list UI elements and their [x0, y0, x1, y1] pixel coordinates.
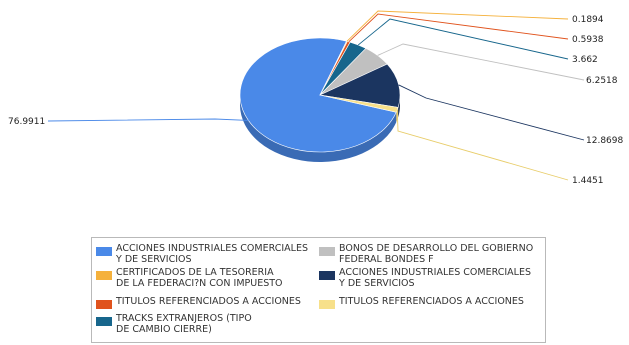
legend-entry: TITULOS REFERENCIADOS A ACCIONES — [319, 296, 524, 309]
legend-label: TRACKS EXTRANJEROS (TIPO DE CAMBIO CIERR… — [116, 313, 252, 335]
legend-label: ACCIONES INDUSTRIALES COMERCIALES Y DE S… — [339, 267, 531, 289]
legend-entry: TRACKS EXTRANJEROS (TIPO DE CAMBIO CIERR… — [96, 313, 252, 335]
leader-line — [47, 118, 249, 122]
legend-swatch — [96, 247, 112, 256]
slice-value-label: 76.9911 — [8, 117, 45, 127]
legend-entry: ACCIONES INDUSTRIALES COMERCIALES Y DE S… — [319, 267, 531, 289]
slice-value-label: 6.2518 — [586, 76, 618, 86]
legend-label: TITULOS REFERENCIADOS A ACCIONES — [116, 296, 301, 307]
legend-swatch — [319, 271, 335, 280]
leader-line — [357, 18, 569, 60]
slice-value-label: 3.662 — [572, 55, 598, 65]
leader-lines — [47, 10, 585, 181]
legend-label: ACCIONES INDUSTRIALES COMERCIALES Y DE S… — [116, 243, 308, 265]
pie-slice-side — [240, 95, 397, 163]
pie-slices — [239, 37, 401, 153]
legend-label: CERTIFICADOS DE LA TESORERIA DE LA FEDER… — [116, 267, 283, 289]
chart-legend: ACCIONES INDUSTRIALES COMERCIALES Y DE S… — [91, 237, 546, 343]
legend-label: BONOS DE DESARROLLO DEL GOBIERNO FEDERAL… — [339, 243, 534, 265]
leader-line — [398, 84, 585, 141]
pie-chart: 76.9911 0.1894 0.5938 3.662 6.2518 12.8698 1.4… — [8, 10, 623, 186]
legend-entry: ACCIONES INDUSTRIALES COMERCIALES Y DE S… — [96, 243, 308, 265]
leader-line — [346, 10, 569, 42]
slice-value-label: 12.8698 — [586, 136, 623, 146]
pie-slice — [318, 63, 401, 108]
legend-swatch — [96, 300, 112, 309]
leader-line — [396, 109, 569, 181]
legend-entry: CERTIFICADOS DE LA TESORERIA DE LA FEDER… — [96, 267, 283, 289]
pie-slice — [239, 37, 397, 153]
legend-entry: BONOS DE DESARROLLO DEL GOBIERNO FEDERAL… — [319, 243, 533, 265]
data-labels: 76.9911 0.1894 0.5938 3.662 6.2518 12.8698 1.4… — [8, 15, 623, 186]
legend-swatch — [96, 317, 112, 326]
pie-slice-side — [398, 95, 400, 118]
legend-swatch — [319, 300, 335, 309]
slice-value-label: 0.1894 — [572, 15, 604, 25]
leader-line — [377, 43, 585, 81]
legend-entry: TITULOS REFERENCIADOS A ACCIONES — [96, 296, 301, 309]
slice-value-label: 0.5938 — [572, 35, 604, 45]
legend-swatch — [96, 271, 112, 280]
legend-swatch — [319, 247, 335, 256]
legend-label: TITULOS REFERENCIADOS A ACCIONES — [339, 296, 524, 307]
leader-line — [348, 13, 569, 43]
slice-value-label: 1.4451 — [572, 176, 604, 186]
